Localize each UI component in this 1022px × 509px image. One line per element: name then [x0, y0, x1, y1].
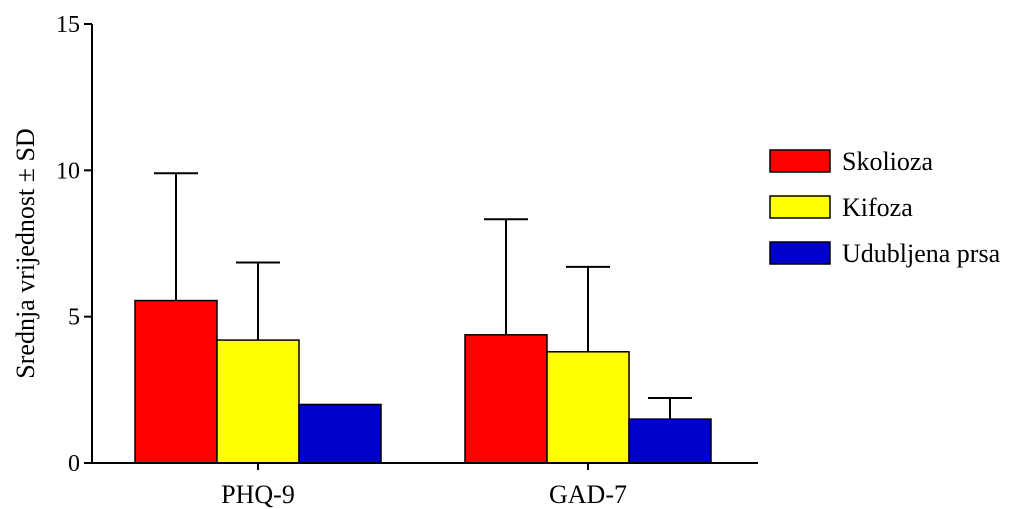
legend-label-kifoza: Kifoza [842, 193, 913, 222]
bar-phq-9-skolioza [134, 299, 218, 464]
bars-layer [134, 299, 712, 464]
legend-swatch-kifoza [769, 195, 831, 219]
y-tick-label: 10 [56, 158, 80, 184]
category-label-phq-9: PHQ-9 [221, 480, 295, 509]
bar-phq-9-udubljena-prsa [298, 403, 382, 464]
legend-label-skolioza: Skolioza [842, 147, 933, 176]
y-tick-label: 15 [56, 12, 80, 38]
y-tick-label: 0 [68, 451, 80, 477]
axes [91, 24, 758, 464]
bar-gad-7-skolioza [464, 334, 548, 464]
legend: Skolioza Kifoza Udubljena prsa [769, 147, 1001, 268]
legend-label-udubljena-prsa: Udubljena prsa [842, 239, 1001, 268]
y-axis-label: Srednja vrijednost ± SD [11, 128, 40, 378]
bar-phq-9-kifoza [216, 339, 300, 464]
legend-swatch-skolioza [769, 149, 831, 173]
bar-gad-7-udubljena-prsa [628, 418, 712, 464]
y-ticks: 0 5 10 15 [56, 12, 92, 477]
error-bars-layer [154, 172, 692, 420]
y-tick-label: 5 [68, 305, 80, 331]
category-labels: PHQ-9 GAD-7 [221, 463, 627, 509]
legend-swatch-udubljena-prsa [769, 241, 831, 265]
category-label-gad-7: GAD-7 [549, 480, 627, 509]
bar-gad-7-kifoza [546, 351, 630, 464]
